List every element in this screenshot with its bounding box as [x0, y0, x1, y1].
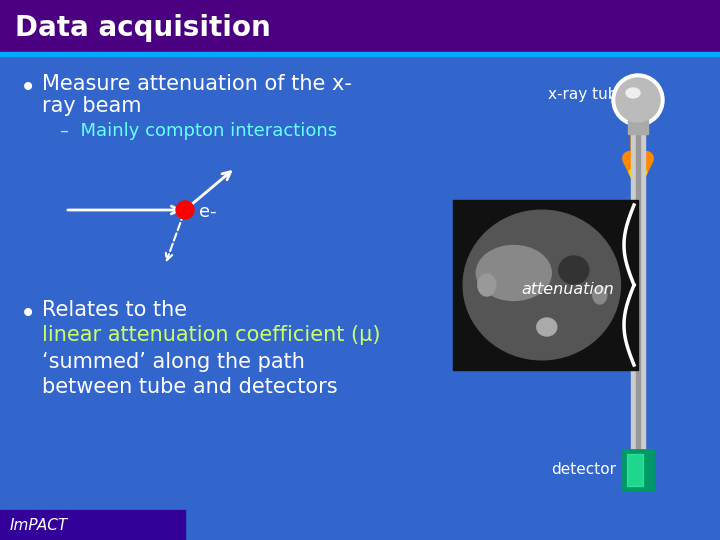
Bar: [623, 450, 653, 490]
Text: –  Mainly compton interactions: – Mainly compton interactions: [60, 122, 337, 140]
Text: Relates to the: Relates to the: [42, 300, 187, 320]
Text: •: •: [20, 74, 36, 102]
Text: Data acquisition: Data acquisition: [15, 14, 271, 42]
Bar: [0, 52, 720, 56]
Ellipse shape: [537, 318, 557, 336]
Bar: [628, 120, 648, 134]
Text: •: •: [20, 300, 36, 328]
Text: between tube and detectors: between tube and detectors: [42, 377, 338, 397]
Circle shape: [616, 78, 660, 122]
Ellipse shape: [477, 246, 552, 300]
Ellipse shape: [559, 256, 589, 284]
Text: ray beam: ray beam: [42, 96, 142, 116]
Circle shape: [612, 74, 664, 126]
Text: e-: e-: [199, 203, 217, 221]
Text: detector: detector: [551, 462, 616, 477]
Bar: [627, 454, 643, 486]
Bar: [453, 200, 638, 370]
Bar: [0, 510, 185, 540]
Text: ImPACT: ImPACT: [10, 517, 68, 532]
Ellipse shape: [478, 274, 496, 296]
Text: Measure attenuation of the x-: Measure attenuation of the x-: [42, 74, 352, 94]
Ellipse shape: [593, 286, 607, 304]
Ellipse shape: [626, 88, 640, 98]
Bar: [0, 0, 720, 52]
Text: linear attenuation coefficient (μ): linear attenuation coefficient (μ): [42, 325, 380, 345]
Bar: [636, 130, 640, 490]
Bar: [631, 130, 645, 490]
Text: x-ray tube: x-ray tube: [548, 87, 627, 103]
Text: ‘summed’ along the path: ‘summed’ along the path: [42, 352, 305, 372]
Circle shape: [176, 201, 194, 219]
Ellipse shape: [463, 210, 621, 360]
Text: attenuation: attenuation: [522, 282, 615, 298]
